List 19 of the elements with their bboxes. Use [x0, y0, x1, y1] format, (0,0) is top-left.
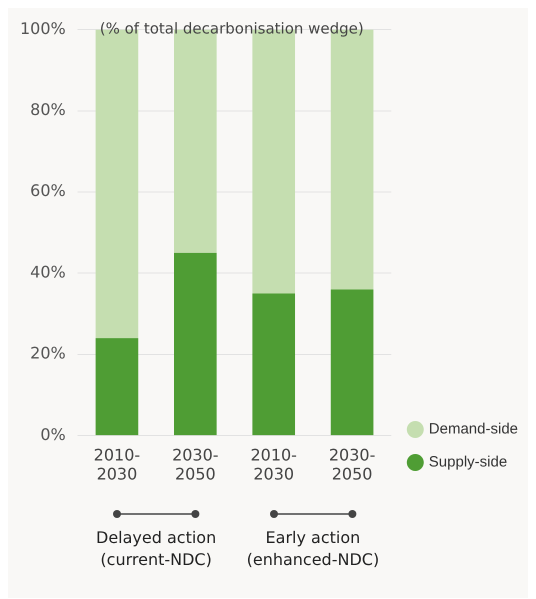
- y-tick-label: 0%: [40, 424, 66, 444]
- y-tick-label: 20%: [30, 344, 66, 363]
- bar: [174, 252, 217, 436]
- text: Early action (enhanced-NDC): [246, 528, 380, 569]
- y-tick-label: 60%: [30, 181, 66, 200]
- x-tick-label: 2030-2050: [172, 445, 219, 484]
- chart-title: (% of total decarbonisation wedge): [100, 19, 364, 38]
- y-tick-label: 40%: [30, 262, 66, 282]
- bar: [96, 338, 138, 436]
- y-tick-label: 100%: [20, 18, 66, 38]
- legend-label: Supply-side: [428, 454, 508, 471]
- x-tick-label: 2010-2030: [94, 445, 140, 484]
- text: Delayed action (current-NDC): [96, 528, 216, 569]
- x-tick-label: 2030-2050: [328, 445, 376, 484]
- bar: [330, 289, 374, 436]
- legend-label: Demand-side: [428, 420, 518, 438]
- bar: [252, 294, 296, 436]
- x-tick-label: 2010-2030: [250, 445, 297, 484]
- y-tick-label: 80%: [30, 100, 66, 119]
